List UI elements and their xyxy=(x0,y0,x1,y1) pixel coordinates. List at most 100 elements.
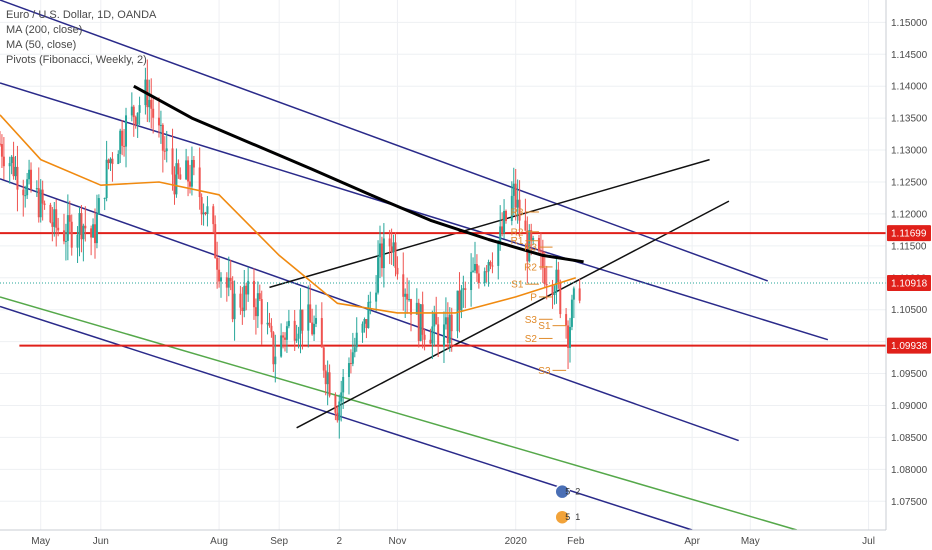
candle xyxy=(76,226,79,263)
candle-body xyxy=(448,314,451,344)
pivots-legend[interactable]: Pivots (Fibonacci, Weekly, 2) xyxy=(6,54,147,66)
candle xyxy=(150,78,153,129)
candle xyxy=(489,260,492,270)
candle-body xyxy=(132,106,135,118)
candle xyxy=(218,257,221,288)
candle-body xyxy=(342,376,345,393)
candle-body xyxy=(70,221,73,248)
candle-body xyxy=(241,307,244,312)
candle xyxy=(229,259,232,291)
candle xyxy=(543,251,546,288)
candle-body xyxy=(419,304,422,341)
candle xyxy=(456,290,459,339)
candle xyxy=(39,179,42,223)
candle-body xyxy=(435,312,438,325)
candle-body xyxy=(28,169,31,180)
candle xyxy=(270,318,273,338)
candle-body xyxy=(349,363,352,365)
candle xyxy=(572,286,575,319)
candle-body xyxy=(503,210,506,234)
moving-averages xyxy=(0,84,584,314)
candle xyxy=(301,309,304,350)
candle-body xyxy=(545,284,548,286)
candle-body xyxy=(163,150,166,152)
symbol-title[interactable]: Euro / U.S. Dollar, 1D, OANDA xyxy=(6,9,157,21)
candle-body xyxy=(487,262,490,272)
candle-body xyxy=(390,246,393,253)
y-tick-label: 1.08500 xyxy=(891,433,928,444)
candle-body xyxy=(417,302,420,341)
y-tick-label: 1.14000 xyxy=(891,82,928,93)
candle xyxy=(559,279,562,319)
candle-body xyxy=(578,288,581,301)
ma200-line xyxy=(133,84,584,264)
candle xyxy=(417,298,420,348)
price-tag-bg xyxy=(887,337,931,354)
candle xyxy=(37,167,40,223)
candle-body xyxy=(363,319,366,324)
candle-body xyxy=(239,293,242,308)
candle-body xyxy=(297,333,300,339)
candle xyxy=(553,285,556,305)
candle-body xyxy=(340,392,343,402)
candle-body xyxy=(187,160,190,182)
candle xyxy=(295,324,298,343)
candle-body xyxy=(161,124,164,151)
candle xyxy=(243,269,246,318)
price-tag-bg xyxy=(887,225,931,242)
candle xyxy=(0,134,3,168)
y-tick-label: 1.07500 xyxy=(891,497,928,508)
candle xyxy=(57,217,60,237)
x-tick-label: Nov xyxy=(389,536,407,547)
candle-body xyxy=(396,267,399,275)
candle-body xyxy=(212,206,215,225)
ma200-legend[interactable]: MA (200, close) xyxy=(6,24,83,36)
event-markers[interactable]: 5 25 1 xyxy=(554,483,580,525)
candle xyxy=(159,110,162,144)
candle xyxy=(212,203,215,234)
candle-body xyxy=(415,302,418,315)
candle-body xyxy=(334,395,337,413)
candle xyxy=(136,112,139,138)
candle-body xyxy=(410,299,413,315)
pivot-label-r2: R2 xyxy=(524,262,537,273)
candle xyxy=(516,179,519,224)
candle xyxy=(252,268,255,320)
candle xyxy=(334,392,337,421)
candle xyxy=(134,115,137,129)
flag-icon xyxy=(554,483,570,500)
candle-body xyxy=(117,153,120,165)
candle xyxy=(185,148,188,181)
candle xyxy=(216,241,219,289)
candle xyxy=(280,323,283,358)
candle-body xyxy=(514,183,517,208)
ma50-legend[interactable]: MA (50, close) xyxy=(6,39,77,51)
candle-body xyxy=(572,288,575,300)
candle-body xyxy=(64,240,67,242)
candle xyxy=(365,319,368,339)
candle xyxy=(464,281,467,309)
candle-body xyxy=(568,326,571,348)
candle xyxy=(512,167,515,216)
candle xyxy=(396,256,399,280)
candle xyxy=(309,284,312,323)
drawing-lines[interactable] xyxy=(0,0,886,531)
candle-body xyxy=(26,179,29,196)
candle xyxy=(22,179,25,217)
candle-body xyxy=(518,199,521,221)
candle-body xyxy=(365,319,368,329)
candle xyxy=(367,294,370,329)
y-tick-label: 1.13500 xyxy=(891,114,928,125)
candle-body xyxy=(233,293,236,320)
candle-body xyxy=(16,166,19,190)
x-tick-label: Sep xyxy=(270,536,288,547)
candle-body xyxy=(103,198,106,200)
candle xyxy=(231,276,234,323)
candle-body xyxy=(272,332,275,365)
candle-body xyxy=(227,277,230,288)
candle-body xyxy=(51,222,54,227)
candle-body xyxy=(198,167,201,198)
